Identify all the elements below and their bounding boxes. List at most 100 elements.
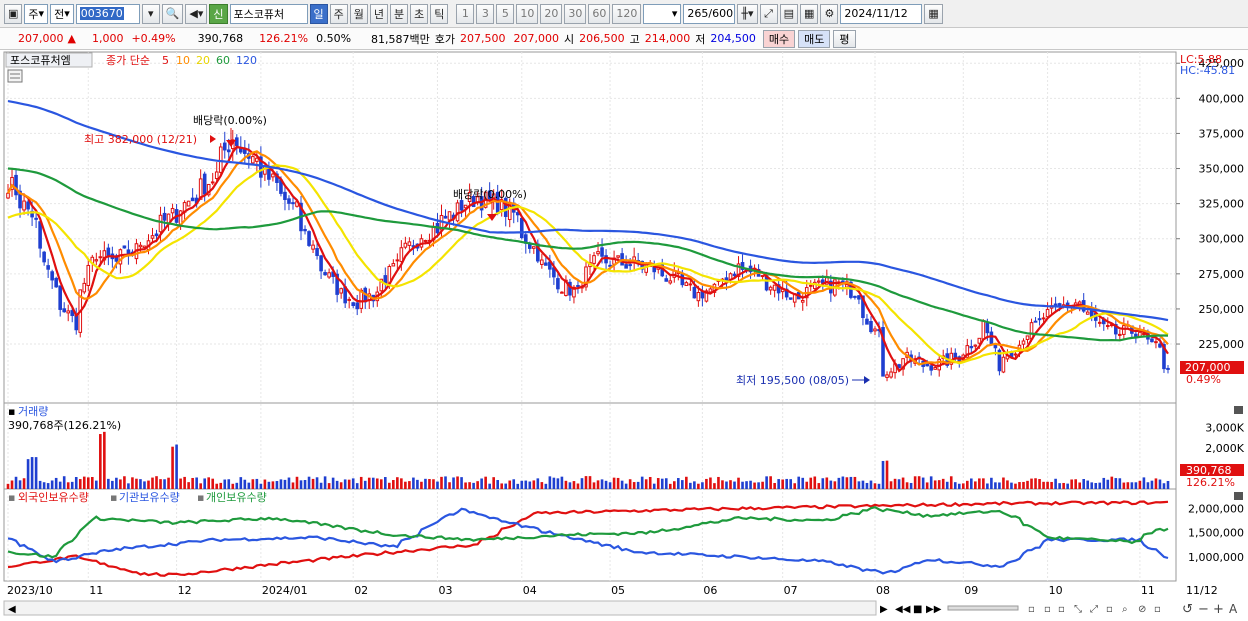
candle-body [772,284,777,291]
tool-icon-8[interactable]: ⊘ [1138,604,1146,615]
candle-body [1118,333,1122,336]
ma-5-label: 5 [162,54,169,67]
candle [150,227,155,244]
interval-60[interactable]: 60 [588,3,611,24]
volume-bar [424,478,427,489]
zoom-slider[interactable] [947,605,1019,611]
volume-bar [255,478,259,489]
scroll-left-icon[interactable]: ◀ [8,604,16,615]
interval-10[interactable]: 10 [516,3,539,24]
tab-tick[interactable]: 틱 [430,3,449,24]
tool-icon-6[interactable]: ▫ [1106,604,1113,615]
last-volume-pct: 126.21% [1186,476,1235,489]
drawing-tool-icon[interactable]: ⤢ [759,3,778,24]
volume-bar [251,479,255,489]
volume-bar [239,477,243,489]
tool-icon-5[interactable]: ⤢ [1090,604,1098,615]
tool-icon-3[interactable]: ▫ [1058,604,1065,615]
tool-icon-7[interactable]: ⌕ [1122,604,1128,615]
volume-bar [1118,478,1122,489]
volume-bar [592,482,596,489]
interval-1[interactable]: 1 [456,3,475,24]
credit-badge[interactable]: 신 [209,3,228,24]
period-select[interactable]: 주 ▾ [24,3,49,24]
volume-bar [103,431,106,489]
candle [42,250,46,266]
candle [407,237,412,250]
interval-120[interactable]: 120 [612,3,642,24]
volume-bar [90,477,94,489]
sub-select[interactable]: 전 ▾ [50,3,74,24]
volume-bar [227,479,231,489]
stop-icon[interactable]: ■ [913,604,922,615]
count-field[interactable]: 265/600 [683,3,736,24]
date-field[interactable]: 2024/11/12 [840,3,923,24]
save-icon[interactable]: ▦ [799,3,819,24]
ask-label: 호가 [434,32,456,46]
price-tick-label: 275,000 [1199,268,1245,281]
sell-button[interactable]: 매도 [798,29,831,48]
zoom-in-icon[interactable]: + [1213,602,1224,617]
zoom-out-icon[interactable]: − [1198,602,1209,617]
volume-bar [516,483,520,489]
candle-body [467,191,472,202]
font-size-icon[interactable]: A [1229,602,1238,616]
volume-bar [648,476,652,489]
volume-bar [307,476,311,489]
window-menu-icon[interactable]: ▣ [4,3,23,24]
candle-body [732,273,737,277]
eval-button[interactable]: 평 [833,29,856,48]
chart-canvas[interactable]: 225,000 250,000 275,000 300,000 325,000 350,0… [0,50,1248,621]
interval-20[interactable]: 20 [540,3,563,24]
candle-body [222,142,227,151]
volume-bar [1158,479,1162,489]
buy-button[interactable]: 매수 [762,29,796,48]
candle-body [808,284,813,287]
tool-icon-1[interactable]: ▫ [1028,604,1035,615]
print-icon[interactable]: ▤ [779,3,798,24]
volume-bar [600,479,604,489]
play-icon[interactable]: ▶▶ [926,604,942,615]
candle-body [407,241,412,246]
volume-bar [841,476,845,489]
ask-price-2: 207,000 [513,32,560,45]
tab-day[interactable]: 일 [309,3,328,24]
volume-bar [367,477,371,489]
custom-interval-select[interactable]: ▾ [643,3,682,24]
rotate-icon[interactable]: ↺ [1182,602,1193,617]
tab-second[interactable]: 초 [410,3,429,24]
tool-icon-2[interactable]: ▫ [1044,604,1051,615]
trade-amount: 81,587백만 [371,32,430,46]
volume-title: 거래량 [18,405,48,418]
interval-5[interactable]: 5 [496,3,515,24]
interval-30[interactable]: 30 [564,3,587,24]
tool-icon-4[interactable]: ⤡ [1074,604,1082,615]
stock-name-field[interactable]: 포스코퓨처 [229,3,308,24]
gear-icon[interactable]: ⚙ [820,3,839,24]
code-input[interactable]: 003670 [75,3,140,24]
calculator-icon[interactable] [7,69,23,83]
tab-month[interactable]: 월 [349,3,368,24]
tool-icon-9[interactable]: ▫ [1154,604,1161,615]
code-dropdown-icon[interactable]: ▾ [141,3,160,24]
volume-bar [46,483,50,489]
holding-panel-close-icon[interactable] [1234,492,1243,500]
volume-tick-label: 2,000K [1205,442,1244,455]
tab-year[interactable]: 년 [369,3,389,24]
volume-bar [1102,477,1106,489]
search-icon[interactable]: 🔍 [161,3,184,24]
lc-label: LC:5.88 [1180,53,1222,66]
speaker-icon[interactable]: ◀▾ [185,3,208,24]
rewind-icon[interactable]: ◀◀ [895,604,911,615]
high-price: 214,000 [644,32,691,45]
tab-minute[interactable]: 분 [390,3,409,24]
interval-3[interactable]: 3 [476,3,495,24]
candle-body [740,262,745,270]
tab-week[interactable]: 주 [329,3,348,24]
volume-bar [163,479,166,489]
calendar-icon[interactable]: ▦ [924,3,943,24]
scroll-right-icon[interactable]: ▶ [880,604,888,615]
volume-bar [1122,482,1126,489]
candle-type-icon[interactable]: ╫▾ [737,3,758,24]
volume-panel-close-icon[interactable] [1234,406,1243,414]
